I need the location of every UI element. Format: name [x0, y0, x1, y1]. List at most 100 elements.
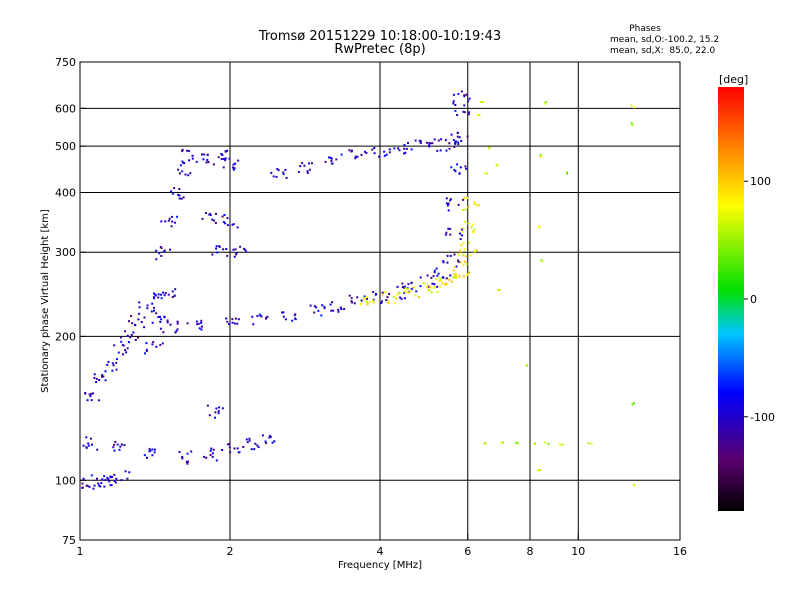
y-tick-label: 300 — [55, 246, 76, 259]
data-point — [153, 306, 155, 309]
data-point — [436, 285, 439, 288]
data-point — [407, 283, 410, 286]
data-point — [271, 441, 274, 444]
data-point — [480, 101, 482, 104]
y-axis: 75 100 200 300 400 500 600 750 — [55, 56, 86, 547]
data-point — [294, 318, 297, 321]
data-point — [558, 443, 561, 446]
data-point — [372, 301, 375, 304]
data-point — [148, 447, 151, 450]
data-point — [464, 208, 467, 211]
data-point — [403, 147, 406, 150]
data-point — [226, 320, 229, 323]
data-point — [90, 437, 92, 440]
data-point — [144, 352, 146, 355]
data-point — [174, 331, 177, 334]
data-point — [237, 159, 240, 162]
data-point — [119, 445, 122, 448]
data-point — [273, 440, 276, 443]
data-point — [106, 476, 109, 479]
data-point — [313, 311, 316, 314]
data-point — [228, 446, 231, 449]
data-point — [159, 246, 162, 248]
data-point — [258, 313, 261, 316]
data-point — [388, 293, 391, 295]
data-point — [541, 260, 544, 263]
data-point — [317, 309, 320, 312]
data-point — [138, 301, 141, 304]
data-point — [124, 470, 127, 473]
data-point — [157, 296, 160, 299]
data-point — [162, 291, 165, 294]
data-point — [463, 111, 466, 114]
data-point — [457, 141, 460, 144]
data-point — [195, 160, 198, 163]
data-point — [181, 148, 184, 151]
data-point — [159, 315, 161, 318]
data-point — [465, 93, 468, 96]
data-point — [209, 213, 212, 216]
data-point — [445, 197, 448, 200]
data-point — [457, 260, 460, 263]
data-point — [186, 322, 189, 325]
data-point — [350, 300, 353, 303]
data-point — [315, 306, 318, 309]
data-point — [116, 443, 119, 446]
data-point — [488, 146, 491, 149]
data-point — [173, 187, 176, 190]
data-point — [114, 440, 117, 443]
data-point — [456, 135, 459, 138]
data-point — [463, 197, 466, 200]
data-point — [383, 150, 386, 153]
data-point — [269, 435, 272, 438]
data-point — [426, 274, 429, 277]
data-point — [459, 249, 462, 252]
data-point — [404, 287, 407, 290]
data-point — [149, 449, 152, 452]
data-point — [461, 228, 464, 231]
data-point — [205, 456, 208, 459]
data-point — [191, 157, 194, 160]
data-point — [392, 296, 395, 298]
data-point — [436, 274, 439, 277]
data-point — [93, 484, 96, 487]
data-point — [113, 473, 116, 476]
data-point — [463, 94, 466, 97]
data-point — [368, 301, 371, 303]
data-point — [169, 323, 172, 326]
data-point — [176, 320, 179, 323]
data-point — [171, 290, 174, 293]
data-point — [457, 93, 460, 95]
data-point — [407, 142, 409, 144]
data-point — [385, 299, 388, 302]
data-point — [185, 460, 188, 463]
data-point — [181, 150, 184, 153]
data-point — [236, 226, 239, 229]
data-point — [228, 323, 231, 325]
data-point — [215, 212, 217, 215]
data-point — [401, 286, 404, 288]
data-point — [160, 318, 163, 321]
data-point — [202, 158, 205, 161]
data-point — [102, 375, 105, 378]
data-point — [155, 249, 158, 252]
data-point — [235, 253, 237, 256]
data-point — [475, 249, 478, 252]
data-point — [452, 139, 455, 141]
data-point — [533, 442, 536, 445]
data-point — [340, 308, 343, 310]
data-point — [454, 142, 457, 145]
data-point — [365, 152, 368, 154]
data-point — [98, 484, 101, 487]
data-point — [412, 286, 415, 289]
data-point — [84, 392, 87, 394]
data-point — [536, 469, 539, 472]
data-point — [246, 441, 249, 444]
data-point — [385, 153, 388, 156]
data-point — [178, 450, 181, 453]
data-point — [128, 471, 131, 474]
data-point — [183, 162, 186, 165]
data-point — [229, 451, 232, 454]
data-point — [454, 273, 457, 276]
data-point — [387, 300, 390, 303]
